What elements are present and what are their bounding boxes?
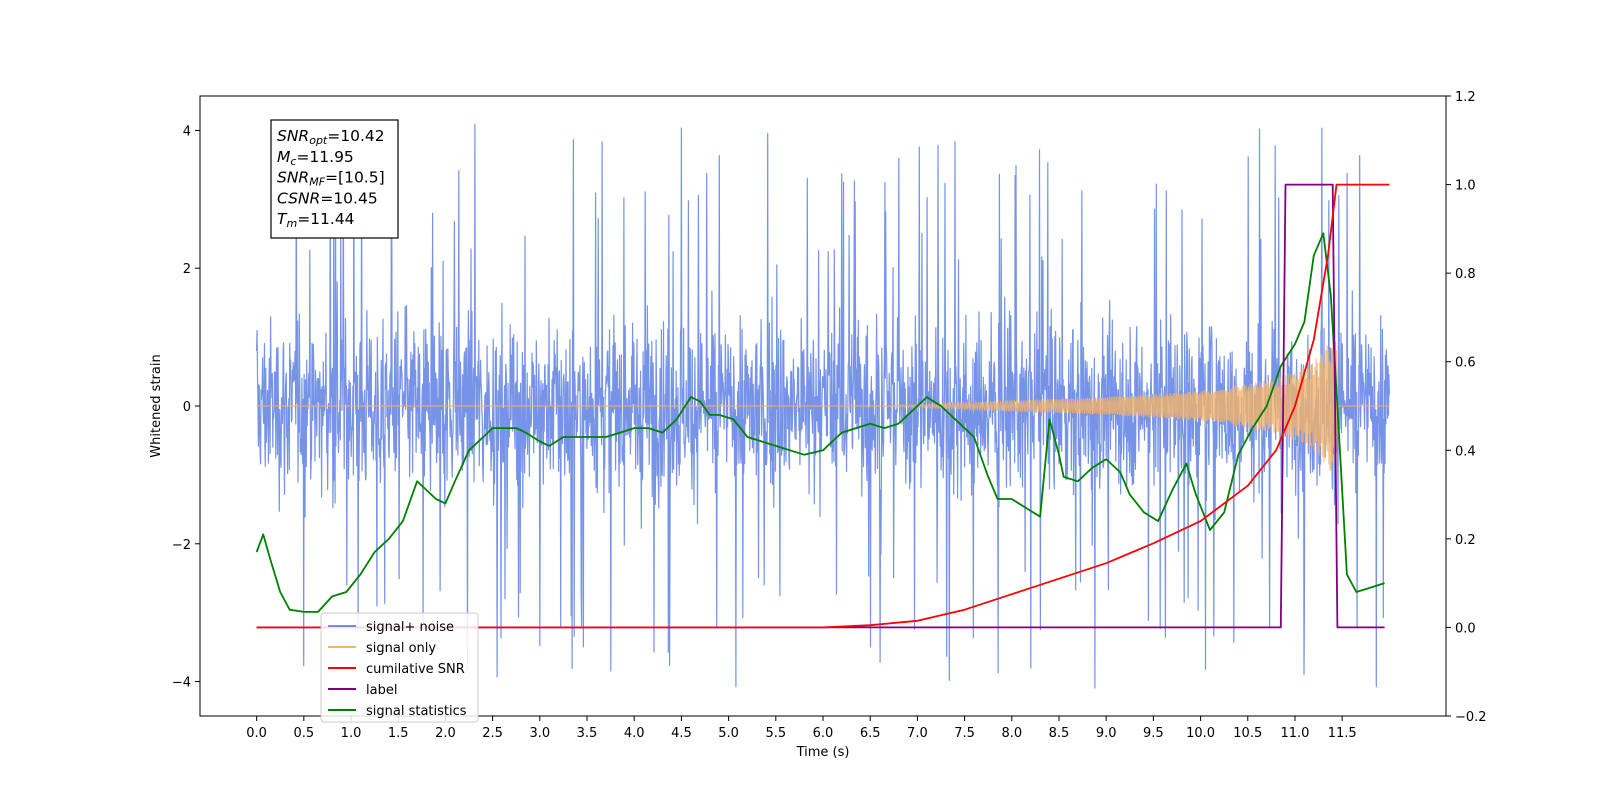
legend-label: cumilative SNR [366,662,465,677]
x-tick-label: 11.0 [1280,726,1309,741]
x-tick-label: 8.0 [1001,726,1022,741]
series-label [256,183,1385,629]
y-tick-label: 0 [183,400,191,415]
x-tick-label: 4.5 [671,726,692,741]
y-axis-label: Whitened strain [149,354,164,457]
y2-tick-label: 0.0 [1455,621,1476,636]
x-tick-label: 4.0 [624,726,645,741]
x-tick-label: 2.0 [435,726,456,741]
x-tick-label: 6.0 [813,726,834,741]
x-tick-label: 10.0 [1186,726,1215,741]
x-tick-label: 0.0 [246,726,267,741]
annotation-line: Tm=11.44 [277,210,355,230]
y2-tick-label: 0.4 [1455,444,1476,459]
x-axis-label: Time (s) [796,745,850,760]
series-signal-only [256,337,1390,472]
y-axis-right: 1.2 1.0 0.8 0.6 0.4 0.2 0.0 −0.2 [1446,90,1487,725]
y2-tick-label: 0.2 [1455,533,1476,548]
x-tick-label: 7.5 [954,726,975,741]
legend-label: label [366,683,397,698]
annotation-line: CSNR=10.45 [277,189,378,207]
x-tick-label: 9.0 [1096,726,1117,741]
legend-label: signal statistics [366,704,467,719]
y2-tick-label: 1.0 [1455,179,1476,194]
x-tick-label: 3.0 [529,726,550,741]
x-tick-label: 5.5 [765,726,786,741]
series-layer [255,123,1390,689]
y2-tick-label: −0.2 [1455,710,1487,725]
x-tick-label: 11.5 [1328,726,1357,741]
legend: signal+ noise signal only cumilative SNR la… [320,612,479,723]
series-cumulative-snr [256,183,1390,629]
legend-label: signal+ noise [366,620,454,635]
annotation-line: SNRopt=10.42 [277,127,385,147]
legend-label: signal only [366,641,436,656]
annotation-line: Mc=11.95 [277,148,354,168]
annotation-frame [270,119,399,239]
y-axis-left: 4 2 0 −2 −4 [172,124,200,691]
x-tick-label: 1.5 [388,726,409,741]
series-signal-statistics [255,232,1385,613]
y-tick-label: −4 [172,676,191,691]
y-tick-label: 2 [183,262,191,277]
x-tick-label: 3.5 [577,726,598,741]
x-axis: 0.0 0.5 1.0 1.5 2.0 2.5 3.0 3.5 4.0 4.5 5.0 5.5 6.0 6… [246,716,1357,741]
y2-tick-label: 1.2 [1455,90,1476,105]
x-tick-label: 9.5 [1143,726,1164,741]
y2-tick-label: 0.6 [1455,356,1476,371]
x-tick-label: 6.5 [860,726,881,741]
legend-frame [320,612,479,723]
x-tick-label: 8.5 [1049,726,1070,741]
x-tick-label: 2.5 [482,726,503,741]
x-tick-label: 10.5 [1233,726,1262,741]
y-tick-label: 4 [183,124,191,139]
annotation-line: SNRMF=[10.5] [277,169,385,189]
stats-annotation-box: SNRopt=10.42Mc=11.95SNRMF=[10.5]CSNR=10.… [270,119,399,239]
y-tick-label: −2 [172,538,191,553]
x-tick-label: 0.5 [293,726,314,741]
x-tick-label: 1.0 [341,726,362,741]
y2-tick-label: 0.8 [1455,267,1476,282]
x-tick-label: 7.0 [907,726,928,741]
x-tick-label: 5.0 [718,726,739,741]
